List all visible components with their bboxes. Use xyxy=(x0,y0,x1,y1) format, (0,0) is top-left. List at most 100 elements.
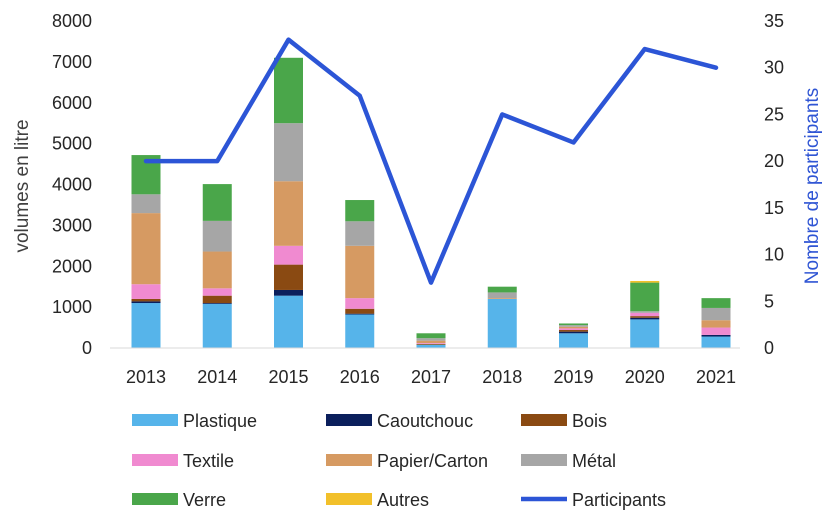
x-tick-label: 2013 xyxy=(126,367,166,387)
bar-segment-caoutchouc xyxy=(701,334,731,337)
bar-segment-plastique xyxy=(345,314,375,348)
bar-segment-textile xyxy=(131,284,161,299)
x-tick-label: 2014 xyxy=(197,367,237,387)
left-tick-label: 0 xyxy=(82,338,92,358)
left-axis-title: volumes en litre xyxy=(12,119,33,252)
x-tick-label: 2021 xyxy=(696,367,736,387)
right-axis-title: Nombre de participants xyxy=(802,88,823,284)
bar-stacks xyxy=(131,57,731,348)
bar-segment-m-tal xyxy=(202,220,232,252)
legend-item: Bois xyxy=(521,411,607,431)
legend-swatch xyxy=(521,454,567,466)
bar-segment-m-tal xyxy=(701,307,731,321)
bar-segment-plastique xyxy=(131,303,161,348)
x-tick-label: 2015 xyxy=(268,367,308,387)
right-tick-label: 10 xyxy=(764,245,784,265)
legend-label: Caoutchouc xyxy=(377,411,473,431)
bar-segment-papier-carton xyxy=(202,251,232,289)
legend-item: Caoutchouc xyxy=(326,411,473,431)
x-tick-label: 2017 xyxy=(411,367,451,387)
legend-swatch xyxy=(132,414,178,426)
legend-swatch xyxy=(326,454,372,466)
legend-item: Plastique xyxy=(132,411,257,431)
bar-segment-bois xyxy=(345,308,375,314)
bar-segment-caoutchouc xyxy=(131,301,161,304)
bar-segment-m-tal xyxy=(131,194,161,214)
bar-segment-verre xyxy=(701,298,731,308)
bar-segment-plastique xyxy=(416,344,446,348)
bar-segment-papier-carton xyxy=(701,320,731,328)
legend-label: Participants xyxy=(572,490,666,510)
left-tick-label: 1000 xyxy=(52,297,92,317)
bar-segment-plastique xyxy=(559,333,588,348)
x-tick-label: 2019 xyxy=(553,367,593,387)
bar-segment-textile xyxy=(701,327,731,335)
bar-segment-bois xyxy=(274,264,303,290)
left-tick-label: 7000 xyxy=(52,52,92,72)
bar-segment-plastique xyxy=(701,336,731,348)
bar-segment-caoutchouc xyxy=(274,289,303,296)
bar-segment-bois xyxy=(202,295,232,304)
right-tick-label: 35 xyxy=(764,11,784,31)
legend-item: Métal xyxy=(521,451,616,471)
left-tick-label: 6000 xyxy=(52,93,92,113)
legend-item: Papier/Carton xyxy=(326,451,488,471)
legend-label: Verre xyxy=(183,490,226,510)
right-tick-label: 15 xyxy=(764,198,784,218)
bar-segment-caoutchouc xyxy=(630,317,660,320)
bar-segment-textile xyxy=(202,288,232,296)
bar-segment-plastique xyxy=(630,319,660,348)
legend-label: Papier/Carton xyxy=(377,451,488,471)
legend-label: Autres xyxy=(377,490,429,510)
legend-item: Participants xyxy=(521,490,666,510)
bar-segment-verre xyxy=(274,57,303,124)
left-tick-label: 2000 xyxy=(52,256,92,276)
legend-item: Autres xyxy=(326,490,429,510)
participants-line-layer xyxy=(143,37,719,285)
bar-segment-textile xyxy=(630,312,660,317)
bar-segment-textile xyxy=(416,343,446,344)
left-tick-label: 5000 xyxy=(52,134,92,154)
legend-label: Bois xyxy=(572,411,607,431)
left-tick-label: 8000 xyxy=(52,11,92,31)
bar-segment-caoutchouc xyxy=(202,303,232,304)
x-tick-label: 2018 xyxy=(482,367,522,387)
bar-segment-m-tal xyxy=(274,123,303,182)
bar-segment-papier-carton xyxy=(131,213,161,285)
bar-segment-plastique xyxy=(202,303,232,348)
left-axis-ticks: 0 1000 2000 3000 4000 5000 6000 7000 8000 xyxy=(52,11,92,358)
legend-swatch xyxy=(326,414,372,426)
legend-swatch xyxy=(132,454,178,466)
right-axis-ticks: 0 5 10 15 20 25 30 35 xyxy=(764,11,784,358)
left-tick-label: 4000 xyxy=(52,175,92,195)
x-axis-ticks: 2013 2014 2015 2016 2017 2018 2019 2020 2021 xyxy=(126,367,736,387)
bar-segment-bois xyxy=(131,298,161,302)
participants-line xyxy=(143,37,719,285)
bar-segment-caoutchouc xyxy=(559,331,588,334)
right-tick-label: 5 xyxy=(764,291,774,311)
bar-segment-verre xyxy=(202,184,232,221)
x-tick-label: 2020 xyxy=(625,367,665,387)
left-tick-label: 3000 xyxy=(52,215,92,235)
legend-label: Métal xyxy=(572,451,616,471)
bar-segment-textile xyxy=(274,245,303,265)
bar-segment-m-tal xyxy=(559,325,588,327)
bar-segment-m-tal xyxy=(630,311,660,313)
right-tick-label: 0 xyxy=(764,338,774,358)
bar-segment-m-tal xyxy=(416,338,446,341)
legend-item: Textile xyxy=(132,451,234,471)
bar-segment-papier-carton xyxy=(487,298,517,299)
bar-segment-bois xyxy=(630,316,660,318)
bar-segment-verre xyxy=(345,200,375,222)
bar-segment-plastique xyxy=(274,295,303,348)
bar-segment-papier-carton xyxy=(345,245,375,299)
legend-label: Plastique xyxy=(183,411,257,431)
legend-swatch xyxy=(132,493,178,505)
bar-segment-textile xyxy=(345,298,375,309)
bar-segment-m-tal xyxy=(345,221,375,246)
bar-segment-verre xyxy=(559,323,588,326)
legend-item: Verre xyxy=(132,490,226,510)
bar-segment-autres xyxy=(630,280,660,283)
bar-segment-verre xyxy=(630,282,660,312)
bar-segment-papier-carton xyxy=(274,181,303,246)
